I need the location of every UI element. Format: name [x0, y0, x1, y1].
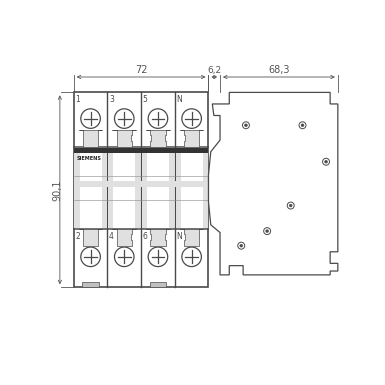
Polygon shape — [112, 229, 136, 246]
Circle shape — [301, 124, 304, 127]
Polygon shape — [79, 130, 102, 147]
Bar — [135, 148, 140, 228]
Circle shape — [148, 109, 168, 128]
Bar — [149, 282, 166, 287]
Text: SIEMENS: SIEMENS — [77, 156, 102, 161]
Text: N: N — [176, 95, 182, 104]
Circle shape — [243, 122, 249, 129]
Circle shape — [299, 122, 306, 129]
Text: 4: 4 — [109, 232, 114, 241]
Circle shape — [287, 202, 294, 209]
Polygon shape — [180, 229, 203, 246]
Polygon shape — [79, 229, 102, 246]
Circle shape — [182, 247, 201, 266]
Text: 90,1: 90,1 — [53, 179, 62, 201]
Bar — [82, 282, 99, 287]
Circle shape — [244, 124, 247, 127]
Circle shape — [238, 242, 245, 249]
Text: 6,2: 6,2 — [207, 66, 221, 75]
Circle shape — [81, 109, 100, 128]
Circle shape — [323, 158, 330, 165]
Text: 2: 2 — [75, 232, 80, 241]
Bar — [102, 148, 107, 228]
Bar — [75, 148, 80, 228]
Bar — [108, 148, 113, 228]
Text: 3: 3 — [109, 95, 114, 104]
Circle shape — [148, 247, 168, 266]
Text: 6: 6 — [143, 232, 147, 241]
Circle shape — [290, 204, 292, 207]
Bar — [74, 92, 209, 287]
Circle shape — [264, 228, 271, 234]
Polygon shape — [146, 130, 170, 147]
Text: 1: 1 — [75, 95, 80, 104]
Text: 72: 72 — [135, 65, 147, 75]
Circle shape — [240, 244, 243, 247]
Text: 68,3: 68,3 — [268, 65, 290, 75]
Polygon shape — [112, 130, 136, 147]
Bar — [142, 148, 147, 228]
Circle shape — [114, 109, 134, 128]
Bar — [203, 148, 208, 228]
Polygon shape — [209, 92, 338, 275]
Text: N: N — [176, 232, 182, 241]
Bar — [74, 181, 209, 187]
Bar — [176, 148, 181, 228]
Text: 5: 5 — [143, 95, 147, 104]
Circle shape — [266, 230, 269, 233]
Polygon shape — [180, 130, 203, 147]
Circle shape — [182, 109, 201, 128]
Circle shape — [114, 247, 134, 266]
Polygon shape — [146, 229, 170, 246]
Bar — [74, 149, 209, 153]
Bar — [169, 148, 174, 228]
Circle shape — [325, 161, 328, 163]
Circle shape — [81, 247, 100, 266]
